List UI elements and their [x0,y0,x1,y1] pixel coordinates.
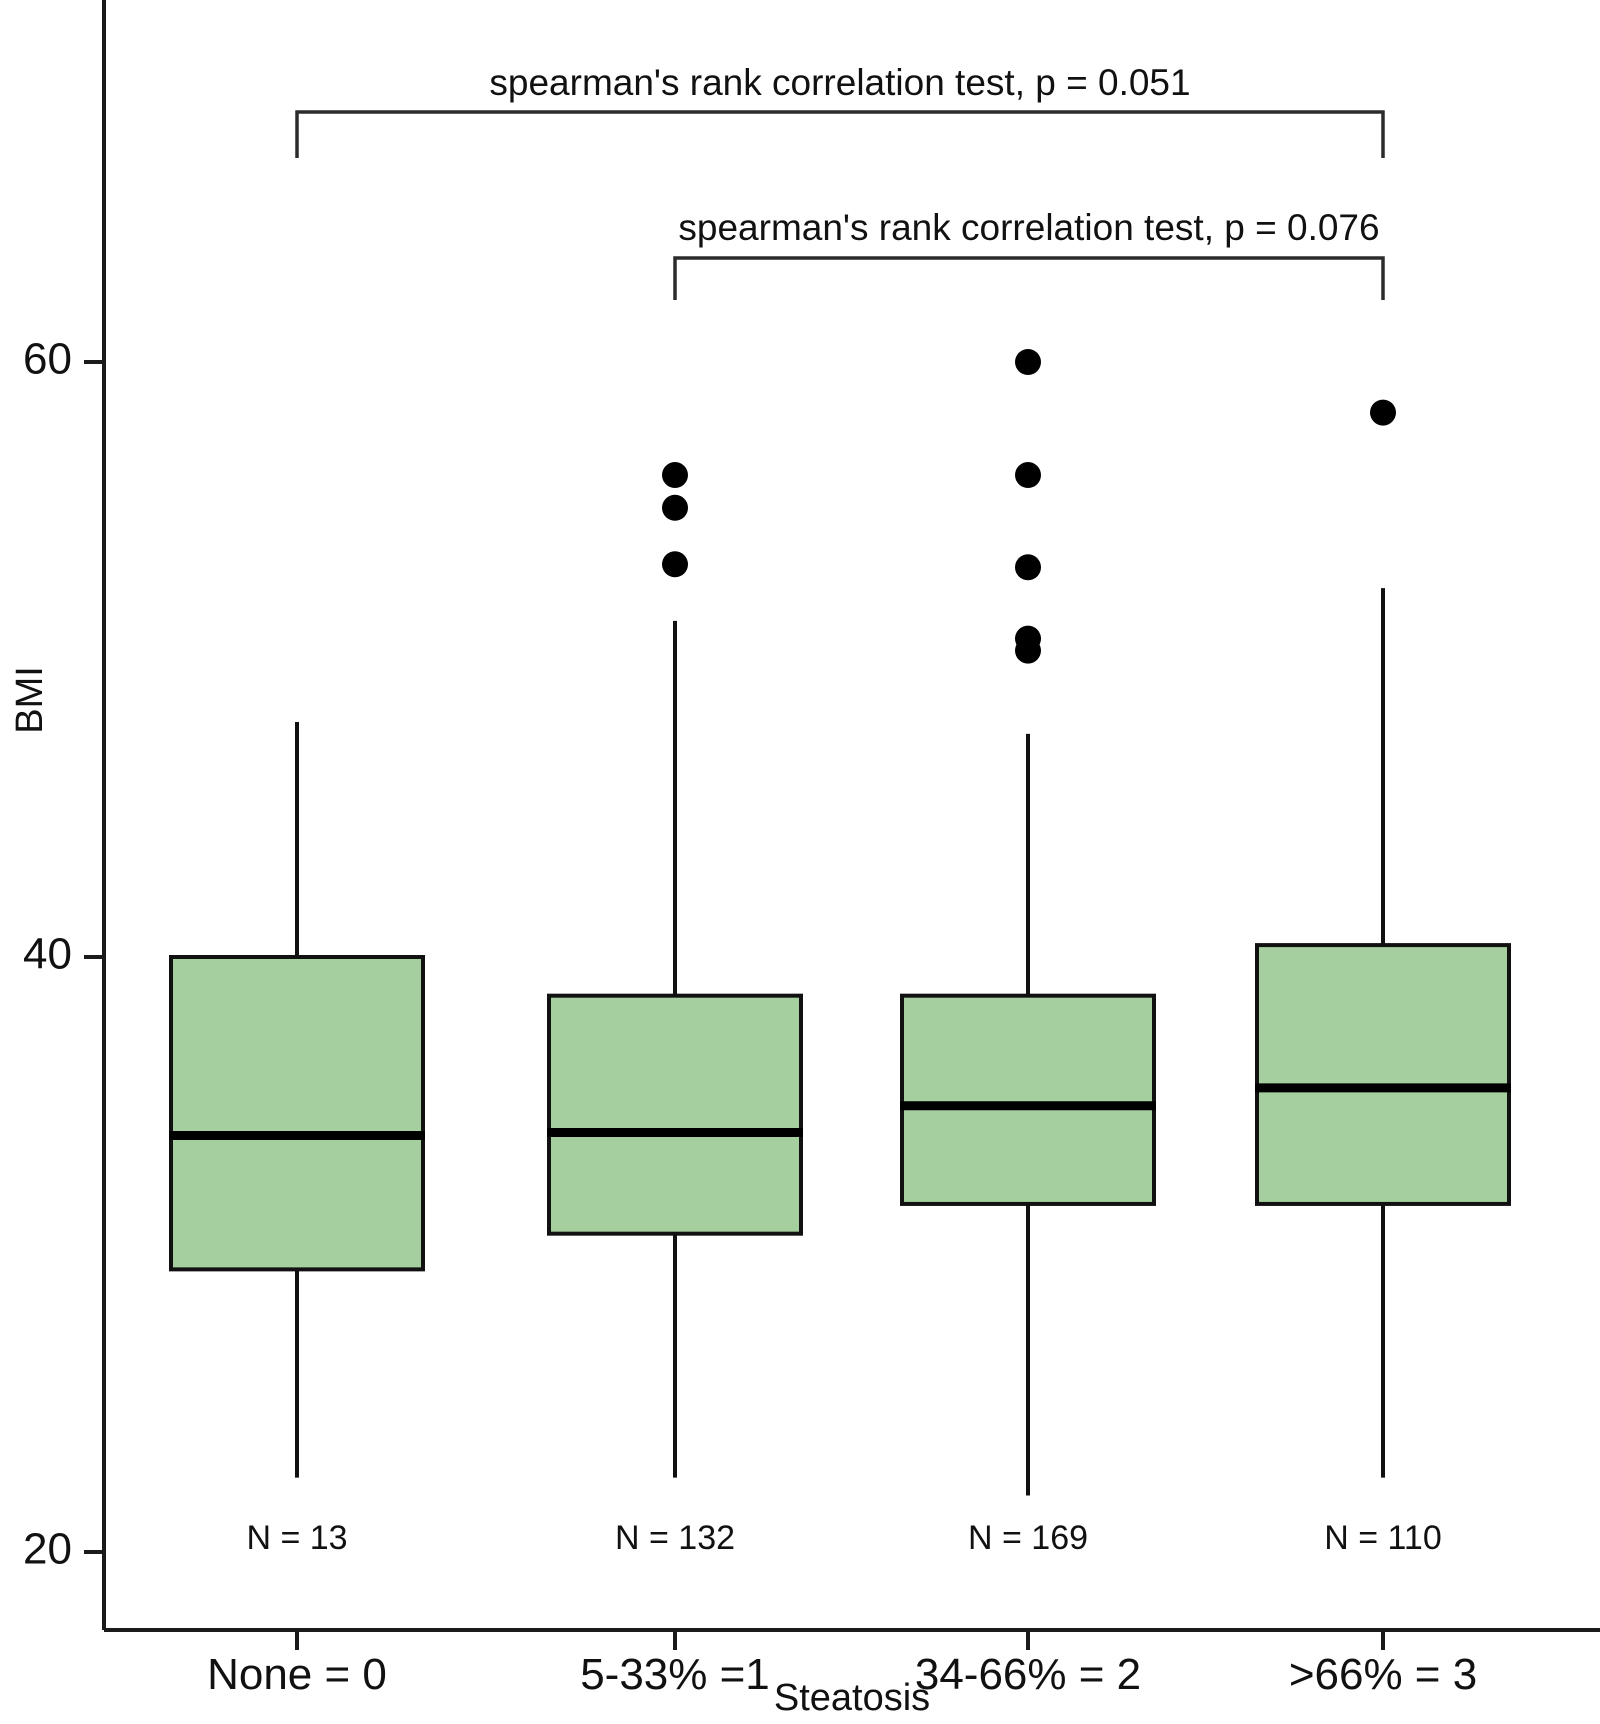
box-iqr-rect [900,993,1156,1206]
significance-bracket-group: spearman's rank correlation test, p = 0.… [295,62,1385,158]
x-tick-label: >66% = 3 [1289,1650,1477,1699]
boxplot-box-group [900,349,1156,1496]
box-iqr-rect [169,955,425,1272]
outlier-point [1370,399,1396,426]
y-tick-label: 60 [23,335,72,384]
sample-size-labels: N = 13 N = 132 N = 169 N = 110 [246,1519,1441,1557]
y-tick-label: 20 [23,1525,72,1574]
boxes-layer [169,349,1511,1496]
outlier-point [1015,349,1041,375]
x-tick-label: 5-33% =1 [580,1650,770,1699]
x-tick-label: 34-66% = 2 [915,1650,1141,1699]
x-axis-ticks: None = 0 5-33% =1 34-66% = 2 >66% = 3 [207,1630,1477,1699]
significance-bracket-group: spearman's rank correlation test, p = 0.… [673,207,1385,300]
outlier-point [662,462,688,489]
outlier-point [662,494,688,521]
boxplot-box-group [169,721,425,1478]
boxplot-box-group [1255,399,1511,1478]
outlier-point [1015,625,1041,652]
outlier-point [1015,462,1041,489]
box-iqr-rect [547,993,803,1236]
significance-bracket [673,256,1385,300]
significance-label: spearman's rank correlation test, p = 0.… [678,207,1379,248]
sample-size-label: N = 13 [246,1519,347,1557]
y-axis-ticks: 20 40 60 [23,335,104,1574]
boxplot-box-group [547,462,803,1478]
significance-label: spearman's rank correlation test, p = 0.… [489,62,1190,103]
outlier-point [662,551,688,578]
box-iqr-rect [1255,943,1511,1206]
x-tick-label: None = 0 [207,1650,387,1699]
axes [102,0,1600,1632]
significance-annotations: spearman's rank correlation test, p = 0.… [295,62,1385,300]
y-tick-label: 40 [23,930,72,979]
outlier-point [1015,554,1041,581]
y-axis-title: BMI [9,666,51,734]
significance-bracket [295,110,1385,158]
sample-size-label: N = 169 [968,1519,1088,1557]
x-axis-title: Steatosis [774,1677,930,1719]
sample-size-label: N = 132 [615,1519,735,1557]
sample-size-label: N = 110 [1324,1519,1442,1557]
